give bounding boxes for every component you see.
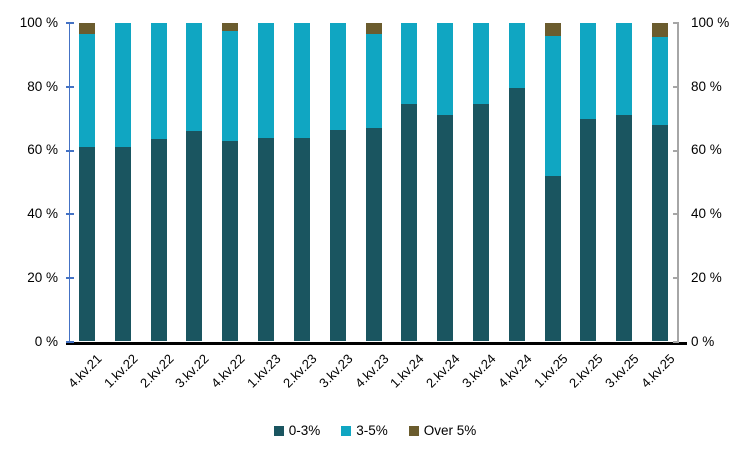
bar-segment bbox=[652, 37, 669, 125]
right-axis-tick bbox=[672, 277, 679, 280]
bar-segment bbox=[580, 118, 597, 342]
left-axis-tick bbox=[66, 85, 74, 88]
legend-item: Over 5% bbox=[408, 423, 477, 438]
bar-segment bbox=[652, 124, 669, 342]
bottom-axis-line bbox=[66, 341, 687, 345]
left-axis-tick bbox=[66, 22, 74, 25]
bar-segment bbox=[544, 175, 561, 342]
y-tick-label-right: 100 % bbox=[691, 15, 730, 30]
legend-label: 0-3% bbox=[288, 423, 321, 438]
legend-label: 3-5% bbox=[356, 423, 388, 438]
legend-label: Over 5% bbox=[423, 423, 477, 438]
left-axis-tick bbox=[66, 213, 74, 216]
y-tick-label-left: 20 % bbox=[27, 269, 58, 285]
bar-segment bbox=[150, 23, 167, 140]
bar-segment bbox=[401, 23, 418, 105]
legend-swatch bbox=[273, 425, 284, 436]
y-tick-label-right: 0 % bbox=[691, 333, 715, 349]
legend-swatch bbox=[408, 425, 419, 436]
bar-segment bbox=[329, 23, 346, 130]
bar-segment bbox=[258, 23, 274, 138]
bar-segment bbox=[114, 147, 131, 342]
left-axis-tick bbox=[66, 277, 74, 280]
legend-item: 3-5% bbox=[341, 423, 388, 438]
legend: 0-3% 3-5% Over 5% bbox=[0, 423, 750, 438]
bar-segment bbox=[186, 23, 203, 132]
bar-segment bbox=[508, 23, 525, 89]
y-tick-label-right: 20 % bbox=[691, 269, 722, 285]
y-tick-label-left: 80 % bbox=[27, 78, 58, 94]
y-tick-label-right: 80 % bbox=[691, 78, 722, 94]
bar-segment bbox=[258, 137, 274, 342]
bar-segment bbox=[329, 129, 346, 342]
bar-segment bbox=[580, 23, 597, 119]
bar-segment bbox=[114, 23, 131, 148]
bar-segment bbox=[222, 23, 239, 31]
legend-item: 0-3% bbox=[273, 423, 321, 438]
y-tick-label-left: 60 % bbox=[27, 142, 58, 158]
right-axis-tick bbox=[672, 85, 679, 88]
bar-segment bbox=[401, 104, 418, 342]
y-tick-label-right: 40 % bbox=[691, 206, 722, 222]
bar-segment bbox=[293, 23, 310, 138]
bar-segment bbox=[437, 115, 454, 342]
right-axis-line bbox=[677, 23, 679, 343]
bar-segment bbox=[78, 23, 95, 35]
bar-segment bbox=[365, 34, 382, 129]
x-tick-label: 4.kv.21 bbox=[64, 351, 105, 391]
bar-segment bbox=[78, 34, 95, 148]
right-axis-tick bbox=[672, 340, 679, 343]
right-axis-tick bbox=[672, 149, 679, 152]
left-axis-line bbox=[68, 23, 70, 343]
y-tick-label-right: 60 % bbox=[691, 142, 722, 158]
y-tick-label-left: 40 % bbox=[27, 206, 58, 222]
legend-swatch bbox=[341, 425, 352, 436]
bar-segment bbox=[222, 140, 239, 342]
y-tick-label-left: 0 % bbox=[34, 333, 58, 349]
bar-segment bbox=[222, 31, 239, 141]
right-axis-tick bbox=[672, 22, 679, 25]
bar-segment bbox=[437, 23, 454, 116]
bar-segment bbox=[508, 88, 525, 342]
bar-segment bbox=[616, 115, 633, 342]
bar-segment bbox=[544, 35, 561, 176]
bar-segment bbox=[544, 23, 561, 36]
bar-segment bbox=[186, 131, 203, 342]
bar-segment bbox=[365, 128, 382, 342]
bar-segment bbox=[616, 23, 633, 116]
right-axis-tick bbox=[672, 213, 679, 216]
left-axis-tick bbox=[66, 340, 74, 343]
y-tick-label-left: 100 % bbox=[19, 15, 58, 30]
bar-segment bbox=[150, 139, 167, 342]
bar-segment bbox=[365, 23, 382, 35]
bar-segment bbox=[652, 23, 669, 38]
bar-segment bbox=[473, 104, 489, 342]
bar-segment bbox=[78, 147, 95, 342]
bar-segment bbox=[473, 23, 489, 105]
left-axis-tick bbox=[66, 149, 74, 152]
bar-segment bbox=[293, 137, 310, 342]
